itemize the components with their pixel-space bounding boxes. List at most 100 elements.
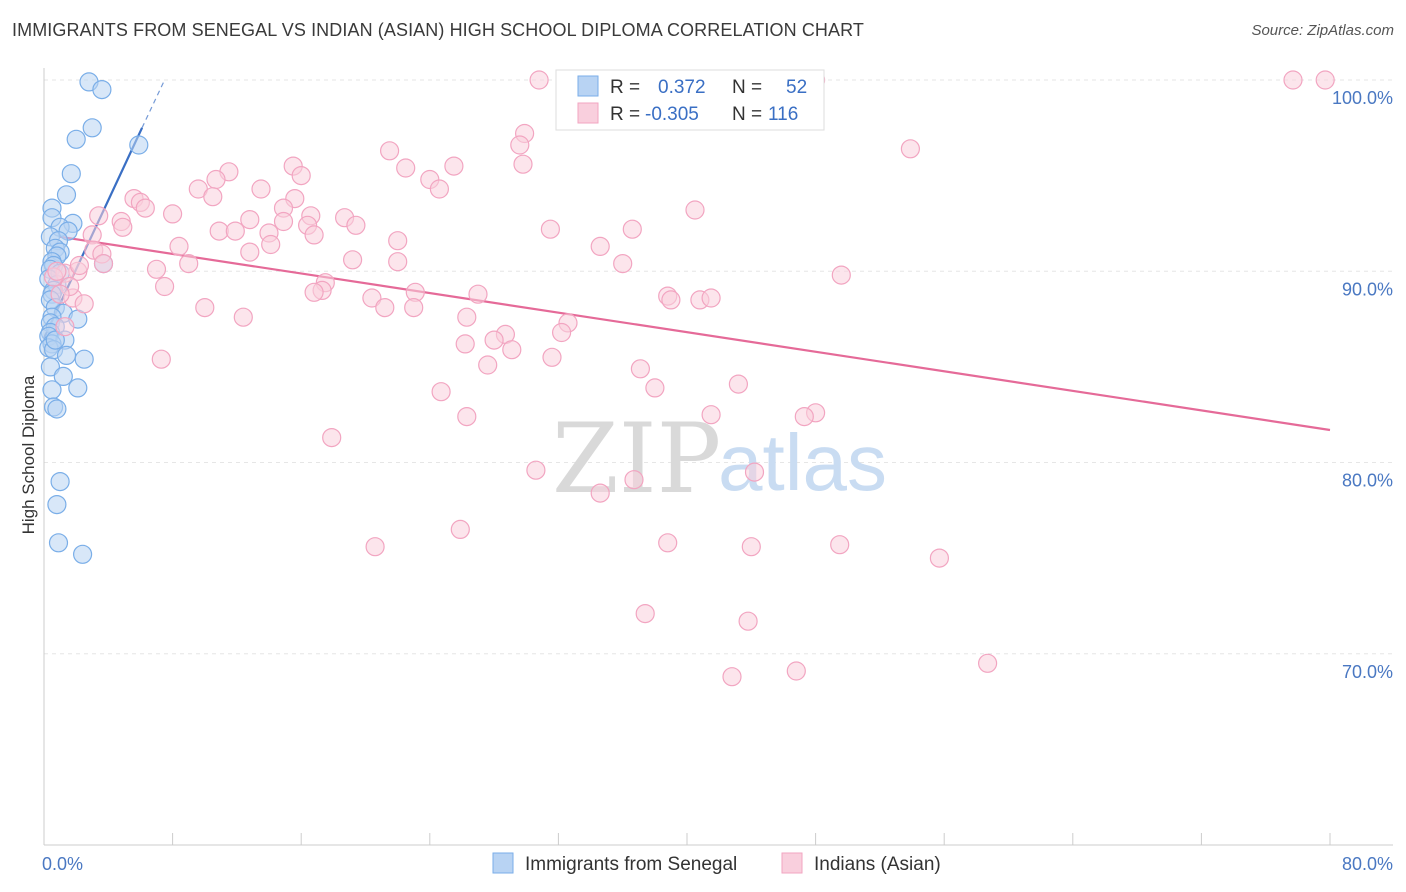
point-indians-11	[396, 158, 416, 178]
point-indians-75	[233, 307, 253, 327]
point-indians-70	[362, 288, 382, 308]
y-tick-label-0: 100.0%	[1332, 88, 1393, 108]
point-indians-39	[225, 221, 245, 241]
bottom-legend: Immigrants from Senegal Indians (Asian)	[492, 852, 941, 875]
point-indians-71	[74, 294, 94, 314]
point-indians-64	[468, 284, 488, 304]
point-indians-3	[1315, 70, 1335, 90]
watermark-zip: ZIP	[552, 403, 721, 515]
point-indians-43	[388, 231, 408, 251]
legend-n-label-indians: N =	[732, 104, 762, 125]
point-indians-44	[261, 234, 281, 255]
watermark: ZIP atlas	[552, 403, 887, 515]
point-senegal-42	[53, 366, 73, 386]
point-senegal-47	[50, 472, 70, 492]
point-indians-73	[375, 298, 395, 318]
y-axis-title: High School Diploma	[19, 375, 38, 534]
point-indians-55	[146, 259, 167, 279]
point-indians-81	[484, 330, 504, 350]
point-indians-106	[635, 603, 655, 624]
point-senegal-1	[92, 79, 112, 100]
point-indians-29	[240, 210, 260, 230]
point-indians-60	[155, 276, 175, 297]
point-indians-27	[89, 206, 109, 226]
point-indians-58	[831, 265, 851, 285]
point-indians-100	[450, 519, 470, 540]
legend-frame	[555, 69, 825, 131]
point-indians-92	[701, 405, 721, 425]
trend-line-extension-senegal	[141, 79, 166, 129]
legend-swatch-senegal	[577, 75, 599, 97]
point-indians-67	[661, 290, 681, 310]
point-indians-79	[551, 322, 572, 343]
bottom-legend-swatch-indians	[781, 852, 803, 874]
point-indians-13	[291, 166, 311, 186]
axes	[43, 68, 1393, 846]
point-indians-5	[510, 135, 530, 155]
point-indians-96	[526, 460, 546, 480]
point-indians-95	[322, 428, 342, 448]
point-indians-84	[542, 347, 562, 367]
point-senegal-39	[56, 345, 77, 365]
point-senegal-48	[47, 495, 67, 515]
point-indians-17	[251, 179, 271, 199]
point-senegal-41	[40, 357, 61, 377]
point-indians-115	[50, 284, 70, 304]
point-indians-6	[380, 141, 400, 161]
x-tick-label-max: 80.0%	[1342, 854, 1393, 874]
point-indians-18	[429, 179, 449, 199]
point-indians-50	[343, 250, 363, 270]
point-indians-99	[590, 483, 610, 503]
y-tick-label-3: 70.0%	[1342, 662, 1393, 682]
point-senegal-4	[129, 135, 149, 155]
y-tick-labels: 100.0% 90.0% 80.0% 70.0%	[1332, 88, 1393, 682]
point-indians-52	[179, 254, 199, 274]
point-indians-19	[203, 187, 223, 207]
point-indians-112	[47, 261, 67, 281]
point-indians-78	[55, 317, 75, 337]
legend-n-value-senegal: 52	[786, 77, 807, 98]
point-indians-74	[404, 298, 424, 318]
point-indians-51	[93, 254, 114, 274]
legend-n-label-senegal: N =	[732, 77, 762, 98]
x-tick-label-min: 0.0%	[42, 854, 83, 874]
point-indians-90	[431, 382, 451, 402]
point-indians-86	[478, 355, 498, 375]
point-indians-69	[701, 288, 721, 308]
legend-r-value-indians: -0.305	[645, 104, 699, 125]
point-indians-103	[830, 535, 850, 555]
data-points	[39, 70, 1335, 687]
chart-title: IMMIGRANTS FROM SENEGAL VS INDIAN (ASIAN…	[12, 20, 865, 40]
point-indians-2	[1283, 70, 1303, 90]
point-indians-23	[135, 198, 155, 218]
point-indians-109	[786, 661, 806, 681]
point-indians-53	[388, 252, 408, 272]
gridlines	[44, 79, 1393, 655]
point-indians-82	[455, 334, 475, 354]
point-indians-98	[624, 470, 644, 490]
point-senegal-43	[68, 378, 88, 398]
legend-r-label-indians: R =	[610, 104, 640, 125]
point-indians-8	[513, 154, 533, 174]
point-indians-72	[195, 298, 215, 318]
point-indians-37	[622, 219, 642, 239]
point-indians-114	[69, 255, 90, 276]
point-indians-102	[741, 537, 761, 557]
point-senegal-50	[72, 544, 93, 564]
bottom-legend-swatch-senegal	[492, 852, 514, 874]
point-indians-14	[206, 169, 226, 190]
point-senegal-6	[56, 185, 77, 205]
y-tick-label-1: 90.0%	[1342, 279, 1393, 299]
bottom-legend-label-senegal: Immigrants from Senegal	[525, 854, 737, 875]
bottom-legend-label-indians: Indians (Asian)	[814, 854, 941, 875]
trend-lines	[43, 79, 1331, 432]
point-senegal-5	[61, 164, 81, 184]
point-indians-45	[169, 236, 189, 256]
point-indians-105	[929, 548, 950, 568]
point-senegal-3	[66, 129, 86, 149]
point-indians-104	[365, 537, 385, 557]
point-indians-89	[645, 378, 665, 398]
source-credit: Source: ZipAtlas.com	[1251, 22, 1394, 39]
point-indians-85	[151, 349, 171, 369]
point-indians-83	[502, 340, 522, 360]
